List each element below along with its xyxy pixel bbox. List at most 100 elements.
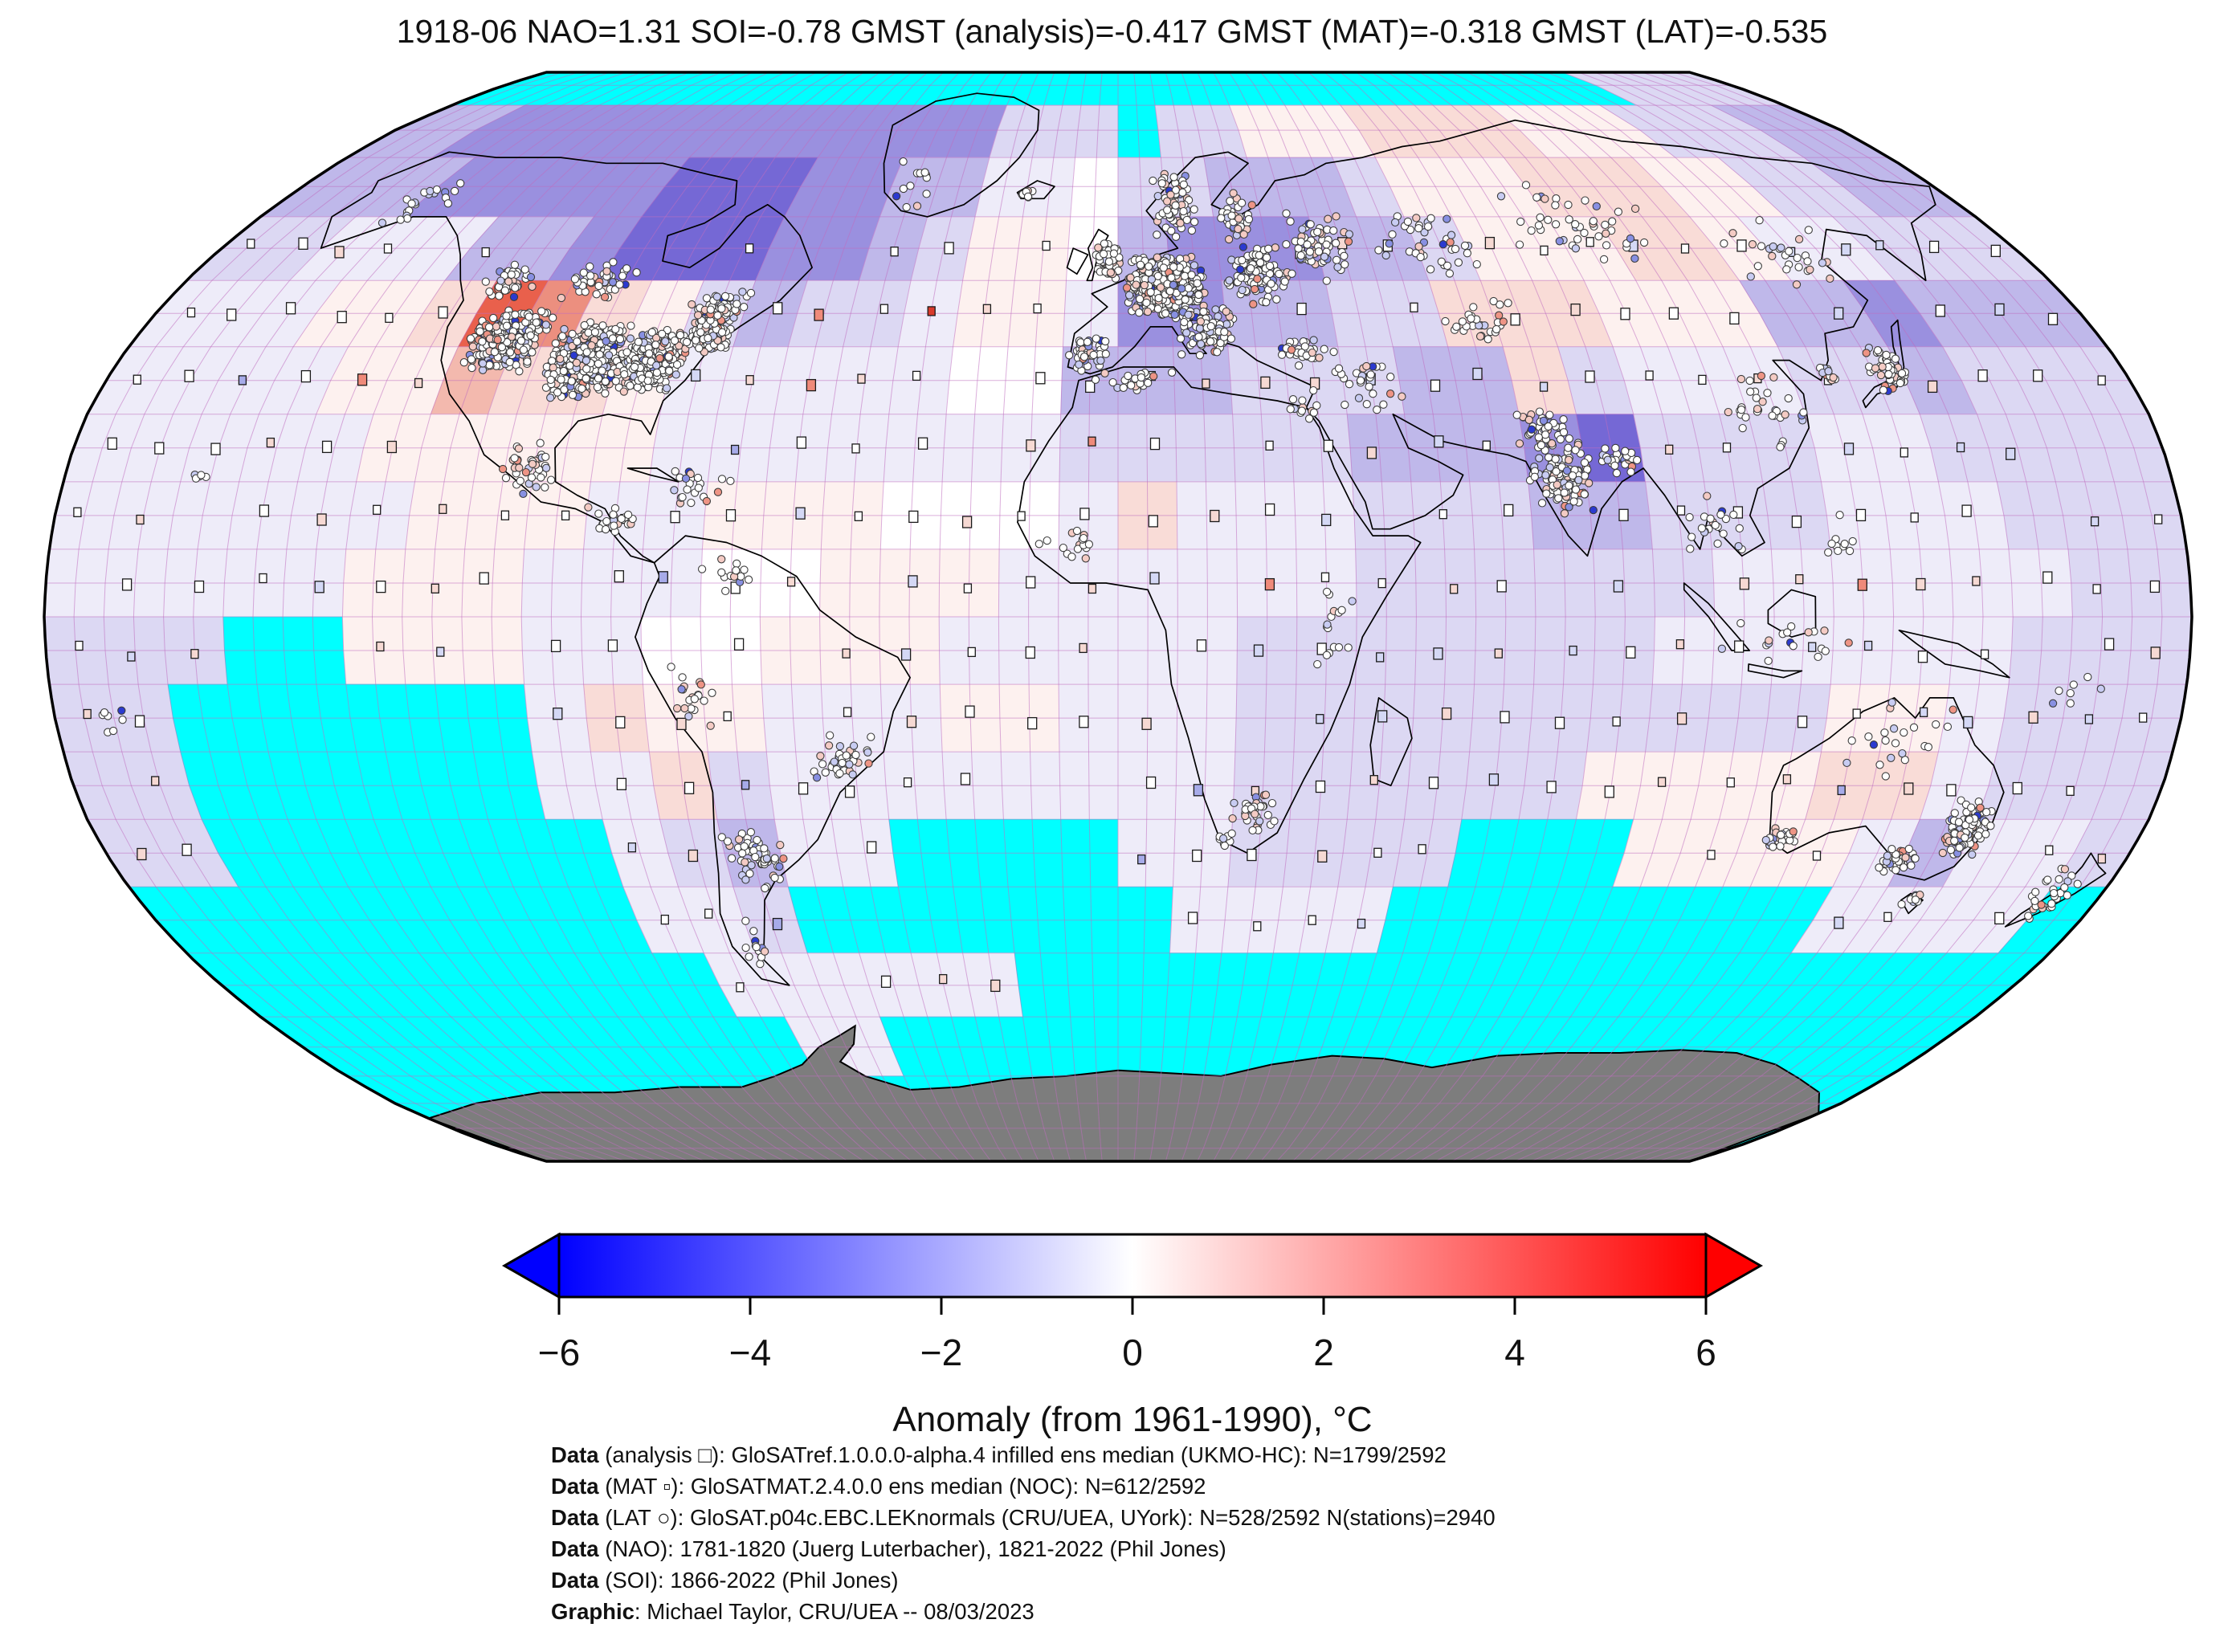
meridian-line: [968, 72, 1039, 1161]
station-marker: [1541, 471, 1550, 479]
gridbox-marker: [1791, 515, 1802, 528]
station-marker: [1717, 644, 1727, 653]
meridian-line: [1673, 72, 2163, 1161]
station-marker: [762, 854, 771, 863]
meridian-line: [193, 72, 626, 1161]
station-marker: [615, 335, 625, 344]
station-marker: [1794, 235, 1804, 244]
station-marker: [902, 202, 911, 212]
station-marker: [573, 337, 582, 346]
station-marker: [752, 943, 761, 952]
station-marker: [507, 270, 516, 279]
gridbox-marker: [1315, 780, 1326, 793]
station-marker: [1814, 652, 1822, 662]
station-marker: [1879, 385, 1888, 394]
gridbox-marker: [1141, 717, 1152, 730]
station-marker: [377, 218, 387, 227]
station-marker: [630, 362, 639, 372]
gridbox-marker: [927, 306, 936, 316]
gridbox-marker: [982, 304, 992, 314]
meridian-line: [1578, 72, 1984, 1161]
meridian-line: [1181, 72, 1239, 1161]
station-marker: [1313, 659, 1322, 669]
station-marker: [1147, 275, 1157, 284]
gridbox-marker: [1722, 443, 1732, 453]
meridian-line: [1530, 72, 1895, 1161]
station-marker: [1559, 415, 1568, 424]
station-marker: [633, 383, 642, 392]
station-marker: [1901, 853, 1910, 862]
station-marker: [1891, 354, 1900, 363]
station-marker: [1446, 238, 1455, 247]
station-marker: [1955, 843, 1964, 852]
station-marker: [760, 947, 769, 956]
station-marker: [593, 382, 602, 392]
station-marker: [489, 313, 498, 323]
meridian-line: [610, 72, 849, 1161]
gridbox-marker: [137, 847, 147, 861]
station-marker: [1564, 443, 1573, 452]
meridian-line: [1435, 72, 1716, 1161]
gridbox-marker: [733, 638, 745, 651]
station-marker: [1190, 218, 1199, 226]
station-marker: [602, 516, 611, 526]
gridbox-marker: [2006, 447, 2016, 460]
gridbox-marker: [385, 312, 394, 323]
station-marker: [1226, 197, 1234, 206]
station-marker: [761, 883, 769, 893]
station-marker: [863, 748, 872, 757]
station-marker: [1451, 244, 1460, 254]
gridbox-marker: [431, 583, 439, 593]
station-marker: [1220, 841, 1229, 850]
gridbox-marker: [1668, 307, 1679, 320]
gridbox-marker: [1972, 576, 1981, 586]
gridbox-marker: [1088, 436, 1096, 447]
station-marker: [721, 586, 730, 596]
station-marker: [1806, 265, 1814, 274]
station-marker: [1835, 511, 1844, 520]
gridbox-marker: [1296, 302, 1307, 316]
caption-line: Data (MAT ▫): GloSATMAT.2.4.0.0 ens medi…: [551, 1474, 1206, 1499]
gridbox-marker: [1316, 642, 1327, 655]
station-marker: [1757, 371, 1766, 381]
station-marker: [745, 952, 753, 961]
station-marker: [1794, 263, 1803, 271]
gridbox-marker: [1357, 918, 1366, 929]
station-marker: [1309, 385, 1318, 395]
station-marker: [1869, 740, 1879, 749]
station-marker: [658, 329, 667, 338]
station-marker: [1738, 423, 1747, 433]
station-marker: [1752, 394, 1761, 402]
gridbox-marker: [908, 510, 919, 524]
station-marker: [1100, 369, 1109, 377]
station-marker: [450, 186, 459, 196]
gridbox-marker: [1613, 580, 1624, 593]
station-marker: [1697, 524, 1707, 532]
station-marker: [403, 214, 412, 223]
meridian-line: [938, 72, 1023, 1161]
station-marker: [1789, 642, 1798, 651]
station-marker: [1136, 260, 1145, 269]
station-marker: [475, 327, 484, 336]
station-marker: [1280, 277, 1289, 286]
station-marker: [1878, 362, 1887, 371]
caption-line: Data (NAO): 1781-1820 (Juerg Luterbacher…: [551, 1536, 1226, 1561]
gridbox-marker: [1855, 508, 1867, 522]
station-marker: [1255, 251, 1263, 260]
station-marker: [594, 509, 603, 518]
station-marker: [558, 332, 567, 341]
station-marker: [1907, 861, 1916, 870]
meridian-line: [1467, 72, 1775, 1161]
station-marker: [527, 473, 537, 482]
station-marker: [1580, 458, 1589, 467]
station-marker: [559, 366, 568, 376]
gridbox-marker: [917, 437, 928, 450]
station-marker: [1171, 232, 1181, 241]
meridian-line: [640, 72, 865, 1161]
station-marker: [587, 341, 596, 350]
station-marker: [468, 342, 477, 351]
station-marker: [590, 328, 600, 337]
station-marker: [1272, 295, 1281, 304]
gridbox-marker: [238, 375, 247, 385]
